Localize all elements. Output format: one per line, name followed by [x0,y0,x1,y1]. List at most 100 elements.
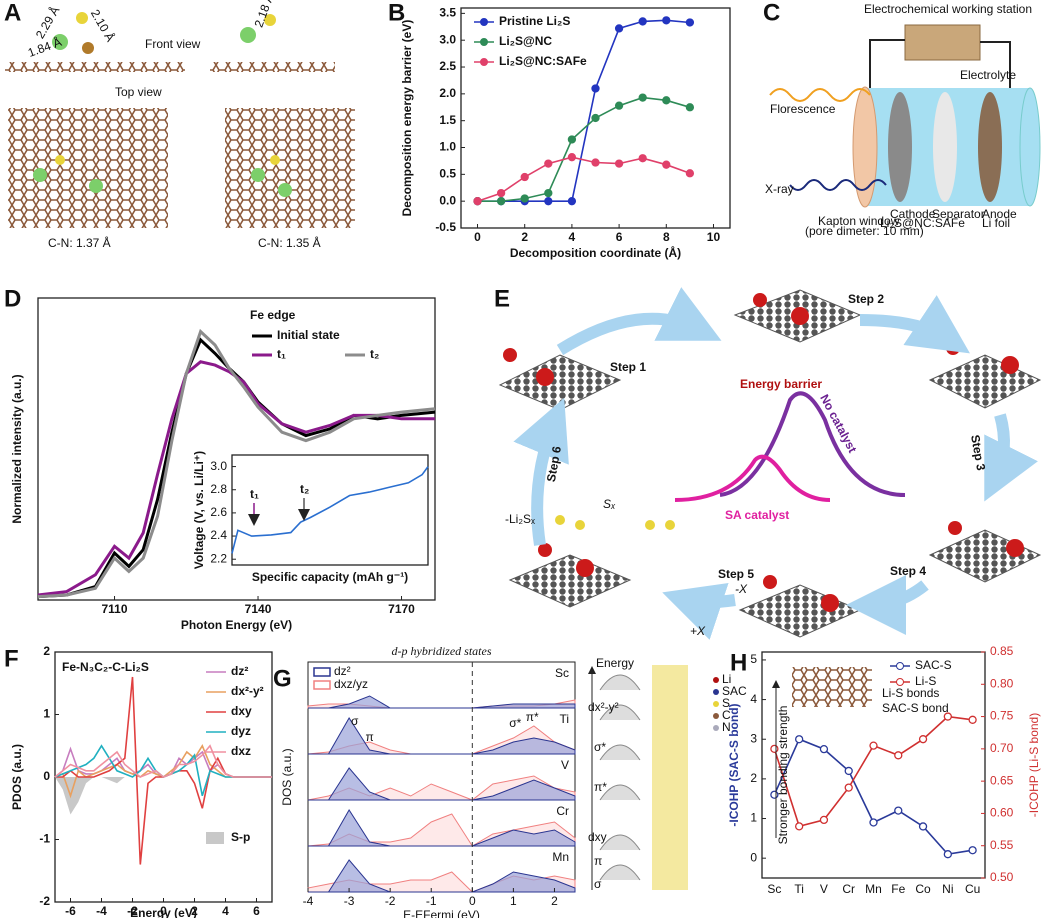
y2-tick-label: 0.85 [990,644,1014,658]
y-tick-label: 1 [43,707,50,721]
y2-tick-label: 0.50 [990,870,1014,884]
y-tick-label: 1.0 [439,140,456,154]
x-tick-label: 2 [551,894,558,908]
marker [819,815,829,825]
x-tick-label: 0 [474,230,481,244]
y-tick-label: 1.5 [439,113,456,127]
legend-label: t₂ [370,347,379,361]
series-line [477,19,690,202]
marker [567,153,577,162]
label: Li foil [982,216,1010,230]
marker [567,135,577,144]
chart-title: d-p hybridized states [392,644,492,658]
series-line [37,328,436,599]
x-tick-label: -6 [65,904,76,918]
legend-label: Li-S [915,674,936,688]
panel-a-drawing [5,12,355,228]
step-label: Step 2 [848,292,884,306]
marker [520,194,529,203]
marker [591,113,600,123]
x-tick-label: 2 [191,904,198,918]
label: Separator [932,207,985,221]
x-tick-label: -1 [426,894,437,908]
annotation: Li-S bonds [882,686,939,700]
marker [638,154,647,163]
y-tick-label: 3.5 [439,6,456,20]
annotation: t₂ [300,482,309,496]
panel-letter: G [273,665,292,692]
y-tick-label: 0.0 [439,193,456,207]
legend-marker [896,678,904,686]
bond-label: C-N: 1.37 Å [48,235,111,250]
panel-letter: F [4,645,19,672]
legend-swatch [313,667,331,677]
panel-e-drawing [498,287,1042,640]
annotation: Stronger bonding strength [776,706,790,845]
dos-area [308,859,576,893]
x-axis-label: Energy (eV) [130,906,197,918]
marker [918,735,928,744]
panel-letter: B [388,0,405,26]
label: Anode [982,207,1017,221]
marker [943,712,952,721]
annotation: SAC-S bond [882,701,949,715]
legend-marker [896,662,904,670]
label: X-ray [765,182,794,196]
marker [496,188,506,198]
y-tick-label: -0.5 [435,220,456,234]
step-label: Step 6 [544,445,564,483]
label: -Li₂Sₓ [505,512,535,526]
level-label: π* [594,780,607,794]
level-label: dxy [588,830,607,844]
annotation: σ* [509,716,521,730]
x-axis-label: E-EFermi (eV) [403,908,480,918]
series-line [773,715,973,828]
legend-label: Li₂S@NC [499,34,552,48]
y-tick-label: 3.0 [439,32,456,46]
y-tick-label: 0.5 [439,167,456,181]
x-tick-label: 2 [521,230,528,244]
dos-area [308,717,576,755]
x-tick-label: 6 [253,904,260,918]
x-tick-label: 0 [469,894,476,908]
bond-label: C-N: 1.35 Å [258,235,321,250]
y-axis-label: DOS (a.u.) [280,748,294,805]
dos-area [308,767,576,801]
y-tick-label: 2.4 [210,528,227,542]
label: SA catalyst [725,508,789,522]
plot-frame [37,297,436,601]
y-tick-label: 2.8 [210,482,227,496]
x-tick-label: 7170 [388,602,415,616]
legend-label: C [722,708,731,722]
chart-title: Fe edge [250,308,296,322]
label: +X [690,624,706,638]
marker [614,24,624,33]
legend-label: dxz [231,744,251,758]
x-tick-label: -4 [303,894,314,908]
x-tick-label: 4 [569,230,576,244]
label: Energy barrier [740,377,822,391]
panel-name: Mn [552,850,569,864]
legend-label: dz² [334,664,351,678]
y-tick-label: -2 [39,894,50,908]
y2-tick-label: 0.65 [990,773,1014,787]
marker [943,850,952,859]
marker [544,159,553,168]
marker [567,197,577,206]
legend-label: t₁ [277,347,286,361]
marker [968,715,977,724]
x-tick-label: Sc [767,882,781,896]
y-tick-label: 2.5 [439,59,456,73]
x-tick-label: 6 [616,230,623,244]
y-tick-label: 2 [750,771,757,785]
y-tick-label: 3 [750,731,757,745]
legend-label: S-p [231,830,250,844]
label: Electrolyte [960,68,1016,82]
legend-label: dxz/yz [334,677,368,691]
marker [638,93,647,102]
y-axis-label: -ICOHP (SAC-S bond) [727,703,741,826]
step-label: Step 1 [610,360,646,374]
y-axis-label: Decomposition energy barrier (eV) [400,20,414,217]
marker [496,197,506,206]
marker [685,169,695,178]
